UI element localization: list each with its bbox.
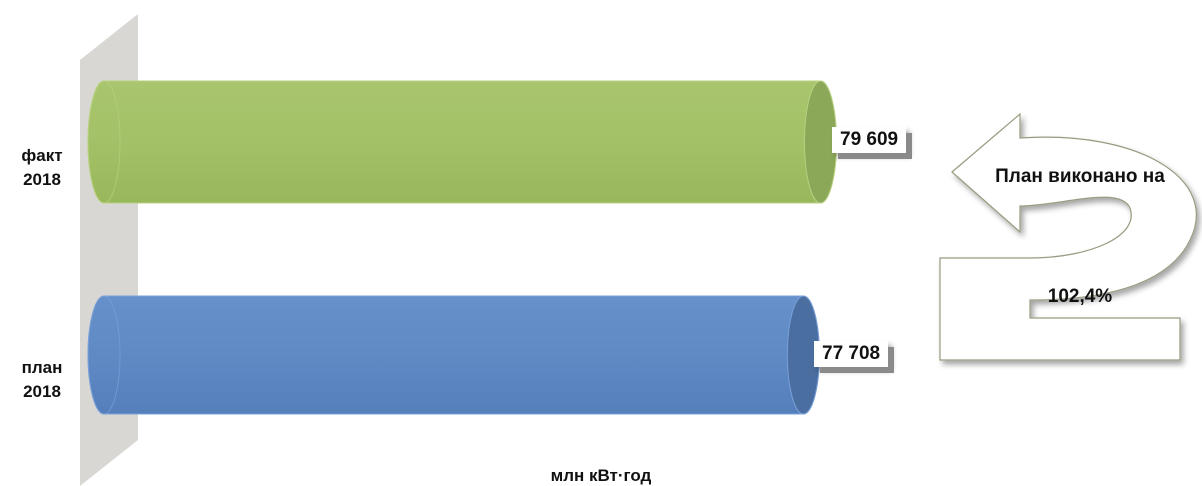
bar-plan	[87, 295, 820, 415]
value-label-plan: 77 708	[814, 341, 889, 367]
bar-fact-start-cap	[87, 80, 121, 204]
category-label-plan: план 2018	[21, 358, 63, 401]
axis-unit-label: млн кВт·год	[550, 466, 652, 485]
value-label-fact: 79 609	[832, 127, 907, 153]
callout-value: 102,4%	[1047, 286, 1113, 307]
bar-fact	[87, 80, 837, 204]
callout-title: План виконано на	[995, 166, 1165, 187]
curved-arrow-shape	[939, 112, 1197, 361]
bar-plan-start-cap	[87, 295, 121, 415]
category-label-fact: факт 2018	[21, 146, 63, 189]
